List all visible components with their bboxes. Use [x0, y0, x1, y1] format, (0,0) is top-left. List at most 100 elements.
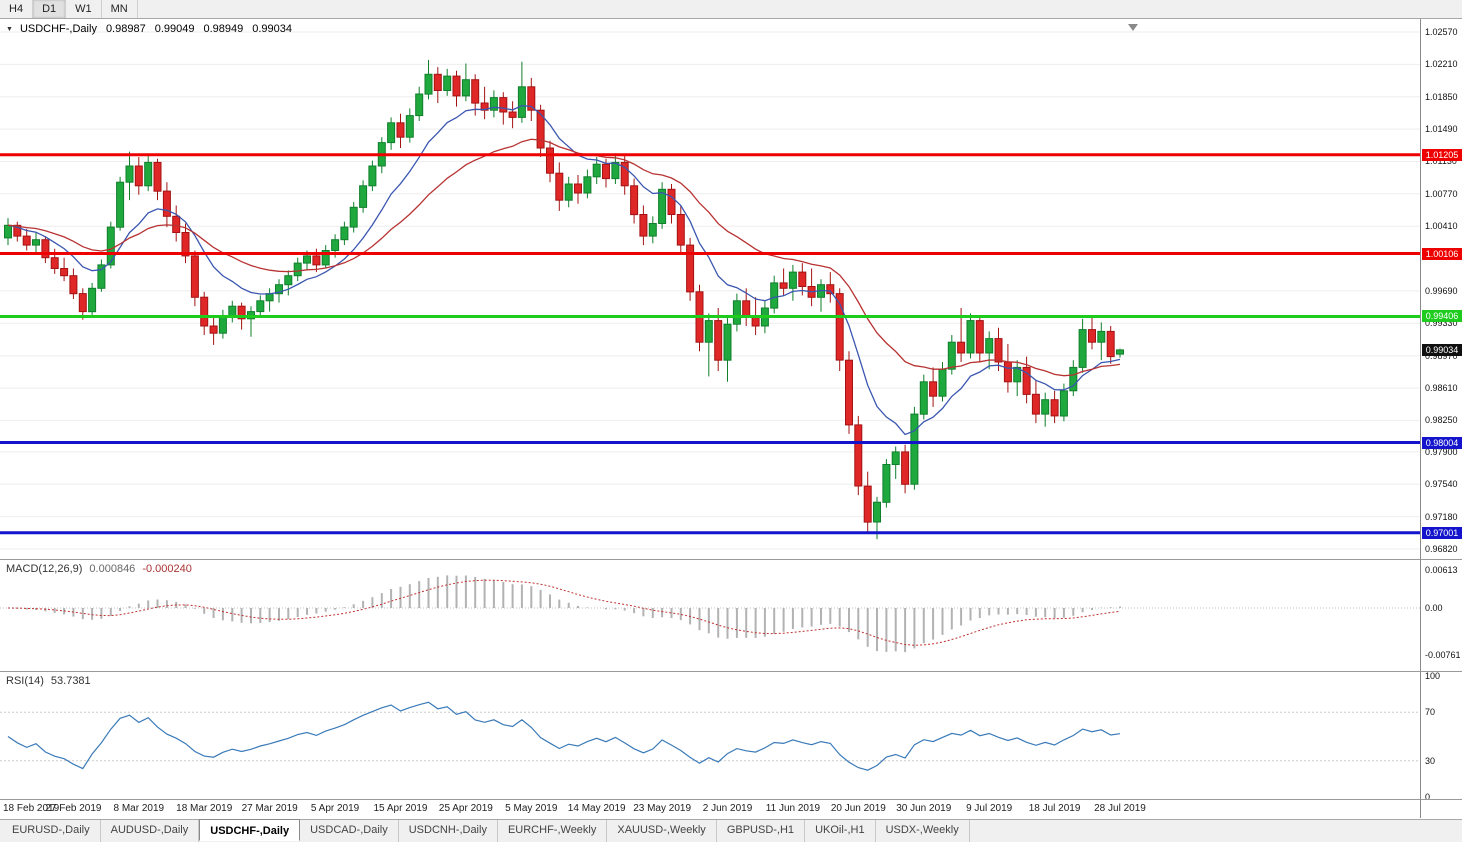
candle: [938, 362, 947, 402]
ohlc-close: 0.99034: [252, 23, 292, 35]
timeframe-button-w1[interactable]: W1: [66, 0, 102, 18]
candle: [293, 257, 302, 282]
chart-tab-usdcnh-daily[interactable]: USDCNH-,Daily: [399, 820, 498, 842]
macd-chart[interactable]: [0, 560, 1420, 671]
candle: [1013, 360, 1022, 397]
price-tick-label: 1.02210: [1425, 59, 1458, 70]
candle: [686, 237, 695, 301]
price-chart[interactable]: [0, 19, 1420, 559]
price-tag-resistance-line-2[interactable]: 1.00106: [1422, 247, 1462, 260]
candle: [265, 288, 274, 312]
candle: [901, 444, 910, 494]
candle: [116, 176, 125, 231]
candle: [60, 257, 69, 282]
ohlc-low: 0.98949: [203, 23, 244, 35]
rsi-line: [7, 701, 1121, 771]
candle: [770, 275, 779, 314]
candle: [69, 268, 78, 299]
candle: [256, 295, 265, 317]
chart-shift-marker[interactable]: [1128, 24, 1138, 31]
chart-tab-gbpusd-h1[interactable]: GBPUSD-,H1: [717, 820, 806, 842]
candle: [592, 157, 601, 184]
candle: [387, 117, 396, 150]
candle: [723, 315, 732, 382]
macd-title: MACD(12,26,9) 0.000846 -0.000240: [6, 563, 192, 575]
panel-divider[interactable]: [0, 559, 1462, 560]
price-tick-label: 1.01490: [1425, 124, 1458, 135]
price-tick-label: 0.99330: [1425, 318, 1458, 329]
candle: [32, 232, 40, 253]
price-tick-label: 1.00770: [1425, 188, 1458, 199]
date-label: 30 Jun 2019: [896, 803, 952, 814]
price-tag-pivot-line-green[interactable]: 0.99406: [1422, 310, 1462, 323]
candle: [966, 313, 975, 359]
date-label: 18 Feb 2019: [3, 803, 60, 814]
chart-tab-ukoil-h1[interactable]: UKOil-,H1: [805, 820, 876, 842]
price-tag-resistance-line-1[interactable]: 1.01205: [1422, 148, 1462, 161]
chart-tab-eurchf-weekly[interactable]: EURCHF-,Weekly: [498, 820, 608, 842]
candle: [788, 264, 797, 301]
candle: [919, 374, 928, 420]
date-label: 8 Mar 2019: [113, 803, 165, 814]
price-tick-label: 1.01850: [1425, 91, 1458, 102]
price-tag-support-line-1[interactable]: 0.98004: [1422, 436, 1462, 449]
date-label: 25 Apr 2019: [438, 803, 493, 814]
date-label: 28 Jul 2019: [1094, 803, 1146, 814]
price-tick-label: 0.97900: [1425, 446, 1458, 457]
candle: [218, 309, 227, 339]
price-tick-label: 0.98250: [1425, 415, 1458, 426]
time-axis[interactable]: 18 Feb 2019 27 Feb 2019 8 Mar 2019 18 Mar 2…: [0, 800, 1420, 819]
chart-tab-usdx-weekly[interactable]: USDX-,Weekly: [876, 820, 970, 842]
candle: [228, 300, 237, 323]
timeframe-button-d1[interactable]: D1: [33, 0, 67, 18]
candle: [779, 268, 788, 296]
panel-divider[interactable]: [0, 799, 1462, 800]
chart-tab-usdcad-daily[interactable]: USDCAD-,Daily: [300, 820, 399, 842]
candle: [630, 178, 639, 224]
candle: [78, 288, 87, 320]
ma-fast-line: [7, 105, 1121, 436]
candle: [620, 155, 629, 195]
rsi-tick-label: 100: [1425, 671, 1441, 681]
price-panel: [0, 19, 1420, 559]
candle: [1050, 390, 1059, 424]
rsi-chart[interactable]: [0, 672, 1420, 799]
rsi-tick-label: 30: [1425, 755, 1436, 766]
candle: [396, 113, 405, 148]
rsi-tick-label: 70: [1425, 707, 1436, 718]
candle: [947, 335, 956, 375]
candle: [4, 218, 12, 246]
chart-tab-xauusd-weekly[interactable]: XAUUSD-,Weekly: [607, 820, 717, 842]
price-axis[interactable]: 1.02570 1.02210 1.01850 1.01490 1.01130 1.007…: [1420, 19, 1462, 818]
chart-tab-audusd-daily[interactable]: AUDUSD-,Daily: [101, 820, 200, 842]
candle: [658, 182, 667, 229]
candle: [489, 90, 498, 118]
price-tag-support-line-2[interactable]: 0.97001: [1422, 526, 1462, 539]
candle: [1031, 380, 1040, 424]
macd-main-value: 0.000846: [89, 563, 136, 575]
candle: [639, 205, 648, 246]
chart-tab-eurusd-daily[interactable]: EURUSD-,Daily: [2, 820, 101, 842]
candle: [826, 272, 835, 303]
timeframe-button-h4[interactable]: H4: [0, 0, 34, 18]
candle: [41, 236, 50, 264]
timeframe-button-mn[interactable]: MN: [102, 0, 138, 18]
candle: [863, 471, 872, 533]
candle: [1088, 315, 1096, 350]
rsi-title: RSI(14) 53.7381: [6, 675, 91, 687]
candle: [1116, 348, 1124, 358]
candle: [807, 268, 816, 307]
chart-tab-usdchf-daily[interactable]: USDCHF-,Daily: [199, 819, 301, 841]
candle: [275, 279, 283, 303]
macd-indicator-name: MACD(12,26,9): [6, 563, 83, 575]
candle: [1069, 360, 1078, 397]
candle: [1041, 392, 1050, 427]
candle: [181, 223, 190, 264]
candle: [835, 288, 844, 371]
price-tick-label: 0.98610: [1425, 383, 1458, 394]
panel-divider[interactable]: [0, 671, 1462, 672]
candle: [125, 151, 134, 201]
candle: [480, 86, 489, 120]
candle: [340, 221, 349, 246]
collapse-chart-icon[interactable]: ▼: [6, 25, 13, 33]
